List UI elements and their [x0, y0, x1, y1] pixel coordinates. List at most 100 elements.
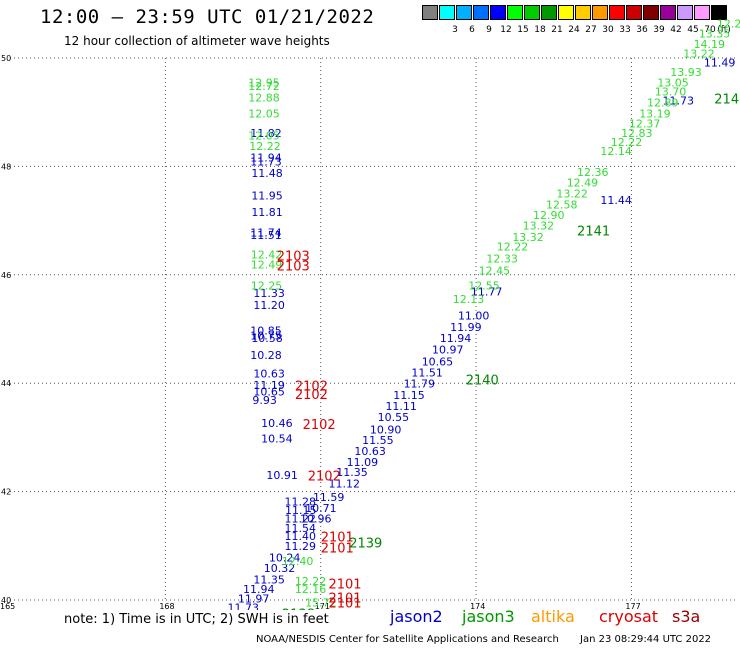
- legend-jason3: jason3: [462, 607, 515, 626]
- data-point-label: 11.95: [251, 190, 282, 203]
- pass-annotation: 2101: [321, 531, 354, 546]
- data-point-label: 13.22: [556, 188, 588, 201]
- data-point-label: 10.32: [264, 562, 296, 575]
- x-tick-label: 168: [159, 602, 174, 610]
- color-swatch: [660, 5, 676, 20]
- data-point-label: 10.97: [432, 344, 464, 357]
- data-point-label: 11.51: [411, 366, 443, 379]
- data-point-label: 10.96: [300, 513, 332, 526]
- color-swatch: [439, 5, 455, 20]
- x-tick-label: 177: [625, 602, 640, 610]
- chart-subtitle: 12 hour collection of altimeter wave hei…: [64, 34, 330, 48]
- color-swatch: [422, 5, 438, 20]
- y-tick-label: 46: [1, 271, 11, 280]
- data-point-label: 11.28: [284, 495, 316, 508]
- color-scale-label: 36: [636, 25, 648, 35]
- data-point-label: 11.94: [243, 583, 274, 596]
- data-point-label: 12.83: [621, 127, 653, 140]
- data-point-label: 11.19: [253, 379, 285, 392]
- data-point-label: 11.77: [471, 286, 503, 299]
- data-point-label: 11.82: [250, 127, 281, 140]
- data-point-label: 11.73: [250, 156, 281, 169]
- pass-annotation: 2102: [303, 418, 336, 433]
- y-tick-label: 40: [1, 596, 11, 605]
- data-point-label: 12.22: [611, 136, 643, 149]
- data-point-label: 14.19: [694, 38, 726, 51]
- data-point-label: 12.05: [248, 130, 280, 143]
- pass-annotation: 2101: [321, 541, 354, 556]
- data-point-label: 13.22: [683, 48, 715, 61]
- data-point-label: 10.46: [261, 417, 293, 430]
- data-point-label: 11.51: [250, 229, 281, 242]
- color-scale-label: 42: [670, 25, 682, 35]
- data-point-label: 11.33: [253, 287, 285, 300]
- legend-s3a: s3a: [672, 607, 701, 626]
- data-point-label: 11.94: [250, 152, 281, 165]
- data-point-label: 10.24: [269, 552, 301, 565]
- data-point-label: 11.15: [285, 504, 317, 517]
- data-point-label: 11.73: [228, 602, 260, 610]
- data-point-label: 13.70: [655, 86, 687, 99]
- pass-annotation: 2103: [277, 249, 310, 264]
- data-point-label: 12.28: [717, 17, 740, 30]
- data-point-label: 13.32: [512, 231, 544, 244]
- data-point-label: 12.58: [546, 198, 578, 211]
- data-point-label: 12.22: [497, 241, 529, 254]
- color-swatch: [694, 5, 710, 20]
- data-point-label: 12.22: [295, 575, 327, 588]
- data-point-label: 10.55: [378, 411, 410, 424]
- data-point-label: 11.35: [253, 573, 285, 586]
- data-point-label: 12.89: [647, 96, 679, 109]
- data-point-label: 12.25: [251, 280, 283, 293]
- color-swatch: [592, 5, 608, 20]
- pass-annotation: 2102: [295, 388, 328, 403]
- data-point-label: 13.05: [657, 76, 689, 89]
- color-scale-label: 3: [452, 25, 458, 35]
- color-swatch: [677, 5, 693, 20]
- y-tick-label: 44: [1, 379, 11, 388]
- color-swatch: [643, 5, 659, 20]
- data-point-label: 12.14: [600, 145, 632, 158]
- data-point-label: 11.55: [362, 434, 394, 447]
- data-point-label: 13.93: [670, 66, 702, 79]
- pass-annotation: 2141: [577, 224, 610, 239]
- pass-annotation: 2102: [308, 469, 341, 484]
- footer-timestamp: Jan 23 08:29:44 UTC 2022: [580, 634, 712, 645]
- data-point-label: 11.94: [440, 332, 472, 345]
- pass-annotation: 2103: [277, 260, 310, 275]
- x-tick-label: 165: [0, 602, 15, 610]
- data-point-label: 11.22: [284, 513, 316, 526]
- legend-altika: altika: [531, 607, 575, 626]
- color-swatch: [456, 5, 472, 20]
- pass-annotation: 2101: [328, 578, 361, 593]
- color-scale-label: 27: [585, 25, 597, 35]
- data-point-label: 12.40: [282, 555, 314, 568]
- data-point-label: 11.35: [336, 466, 368, 479]
- y-tick-label: 48: [1, 162, 11, 171]
- color-swatch: [490, 5, 506, 20]
- color-swatch: [711, 5, 727, 20]
- note-text: note: 1) Time is in UTC; 2) SWH is in fe…: [64, 612, 329, 627]
- data-point-label: 12.88: [248, 92, 280, 105]
- data-point-label: 11.20: [253, 299, 285, 312]
- data-point-label: 10.54: [261, 432, 293, 445]
- data-point-label: 10.75: [250, 330, 281, 343]
- data-point-label: 12.05: [248, 107, 280, 120]
- color-swatch: [558, 5, 574, 20]
- color-swatch: [609, 5, 625, 20]
- altimeter-scatter-plot: 165 168 171 174 17740424446485011.8211.9411.…: [0, 17, 740, 610]
- color-swatch: [507, 5, 523, 20]
- color-swatch: [524, 5, 540, 20]
- data-point-label: 10.91: [266, 469, 298, 482]
- data-point-label: 11.11: [385, 400, 417, 413]
- color-scale-label: 18: [534, 25, 546, 35]
- data-point-label: 12.90: [533, 209, 565, 222]
- data-point-label: 12.36: [577, 166, 609, 179]
- data-point-label: 10.28: [250, 349, 281, 362]
- data-point-label: 12.95: [248, 76, 280, 89]
- pass-annotation: 2138: [282, 608, 315, 610]
- data-point-label: 10.90: [370, 423, 402, 436]
- x-tick-label: 174: [470, 602, 485, 610]
- data-point-label: 11.29: [284, 540, 316, 553]
- y-tick-label: 50: [1, 54, 11, 63]
